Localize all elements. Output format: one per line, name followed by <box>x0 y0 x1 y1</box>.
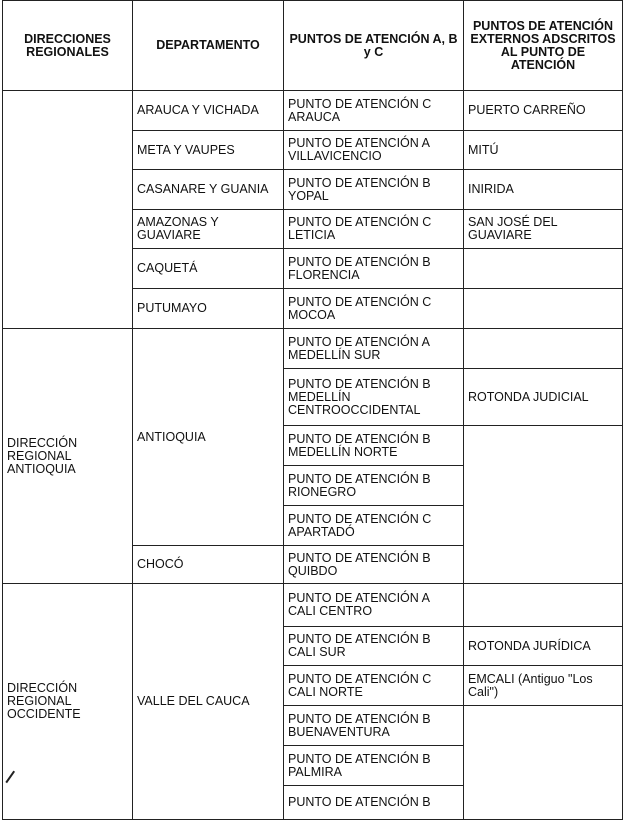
departamento-cell: ANTIOQUIA <box>132 328 284 546</box>
regional-cell: DIRECCIÓN REGIONAL OCCIDENTE <box>2 583 133 820</box>
table-row: META Y VAUPES PUNTO DE ATENCIÓN A VILLAV… <box>3 130 623 170</box>
punto-cell: PUNTO DE ATENCIÓN C APARTADÓ <box>283 505 464 546</box>
punto-cell: PUNTO DE ATENCIÓN A MEDELLÍN SUR <box>283 328 464 369</box>
externo-cell <box>463 288 623 329</box>
punto-cell: PUNTO DE ATENCIÓN C ARAUCA <box>283 90 464 131</box>
externo-cell <box>463 705 623 820</box>
externo-cell: EMCALI (Antiguo "Los Cali") <box>463 665 623 706</box>
departamento-cell: CAQUETÁ <box>132 248 284 289</box>
punto-cell: PUNTO DE ATENCIÓN B PALMIRA <box>283 745 464 786</box>
departamento-cell: PUTUMAYO <box>132 288 284 329</box>
punto-cell: PUNTO DE ATENCIÓN C MOCOA <box>283 288 464 329</box>
departamento-cell: ARAUCA Y VICHADA <box>132 90 284 131</box>
header-puntos: PUNTOS DE ATENCIÓN A, B y C <box>283 0 464 91</box>
header-regional: DIRECCIONES REGIONALES <box>2 0 133 91</box>
departamento-cell: VALLE DEL CAUCA <box>132 583 284 820</box>
table-row: DIRECCIÓN REGIONAL ANTIOQUIA ANTIOQUIA P… <box>2 328 623 584</box>
punto-cell: PUNTO DE ATENCIÓN B <box>283 785 464 820</box>
punto-cell: PUNTO DE ATENCIÓN B FLORENCIA <box>283 248 464 289</box>
punto-cell: PUNTO DE ATENCIÓN C LETICIA <box>283 209 464 249</box>
regional-cell: DIRECCIÓN REGIONAL ANTIOQUIA <box>2 328 133 584</box>
externo-cell: SAN JOSÉ DEL GUAVIARE <box>463 209 623 249</box>
punto-cell: PUNTO DE ATENCIÓN C CALI NORTE <box>283 665 464 706</box>
departamento-cell: META Y VAUPES <box>132 130 284 170</box>
departamento-cell: AMAZONAS Y GUAVIARE <box>132 209 284 249</box>
table-row: PUNTO DE ATENCIÓN B MEDELLÍN CENTROOCCID… <box>3 368 623 426</box>
table-row: CAQUETÁ PUNTO DE ATENCIÓN B FLORENCIA <box>3 248 623 289</box>
punto-cell: PUNTO DE ATENCIÓN B MEDELLÍN NORTE <box>283 425 464 466</box>
departamento-cell: CHOCÓ <box>132 545 284 584</box>
table-row: PUNTO DE ATENCIÓN B PALMIRA <box>3 745 623 786</box>
table-row: DIRECCIÓN REGIONAL OCCIDENTE VALLE DEL C… <box>2 583 623 820</box>
regional-cell <box>2 90 133 329</box>
table-row: ARAUCA Y VICHADA PUNTO DE ATENCIÓN C ARA… <box>2 90 623 329</box>
externo-cell <box>463 248 623 289</box>
header-departamento: DEPARTAMENTO <box>132 0 284 91</box>
punto-cell: PUNTO DE ATENCIÓN A VILLAVICENCIO <box>283 130 464 170</box>
externo-cell <box>463 425 623 584</box>
externo-cell: MITÚ <box>463 130 623 170</box>
punto-cell: PUNTO DE ATENCIÓN B MEDELLÍN CENTROOCCID… <box>283 368 464 426</box>
externo-cell <box>463 328 623 369</box>
table-row: PUNTO DE ATENCIÓN B RIONEGRO <box>3 465 623 506</box>
externo-cell: PUERTO CARREÑO <box>463 90 623 131</box>
punto-cell: PUNTO DE ATENCIÓN B CALI SUR <box>283 626 464 666</box>
table-row: AMAZONAS Y GUAVIARE PUNTO DE ATENCIÓN C … <box>3 209 623 249</box>
punto-cell: PUNTO DE ATENCIÓN B QUIBDO <box>283 545 464 584</box>
punto-cell: PUNTO DE ATENCIÓN A CALI CENTRO <box>283 583 464 627</box>
table-row: PUNTO DE ATENCIÓN B BUENAVENTURA <box>3 705 623 820</box>
externo-cell <box>463 583 623 627</box>
punto-cell: PUNTO DE ATENCIÓN B BUENAVENTURA <box>283 705 464 746</box>
punto-cell: PUNTO DE ATENCIÓN B YOPAL <box>283 169 464 210</box>
externo-cell: ROTONDA JUDICIAL <box>463 368 623 426</box>
header-externos: PUNTOS DE ATENCIÓN EXTERNOS ADSCRITOS AL… <box>463 0 623 91</box>
table-row: CASANARE Y GUANIA PUNTO DE ATENCIÓN B YO… <box>3 169 623 210</box>
externo-cell: INIRIDA <box>463 169 623 210</box>
table-row: PUNTO DE ATENCIÓN C APARTADÓ <box>3 505 623 546</box>
table-row: PUNTO DE ATENCIÓN B MEDELLÍN NORTE <box>3 425 623 584</box>
header-row: DIRECCIONES REGIONALES DEPARTAMENTO PUNT… <box>2 0 623 91</box>
departamento-cell: CASANARE Y GUANIA <box>132 169 284 210</box>
punto-cell: PUNTO DE ATENCIÓN B RIONEGRO <box>283 465 464 506</box>
externo-cell: ROTONDA JURÍDICA <box>463 626 623 666</box>
